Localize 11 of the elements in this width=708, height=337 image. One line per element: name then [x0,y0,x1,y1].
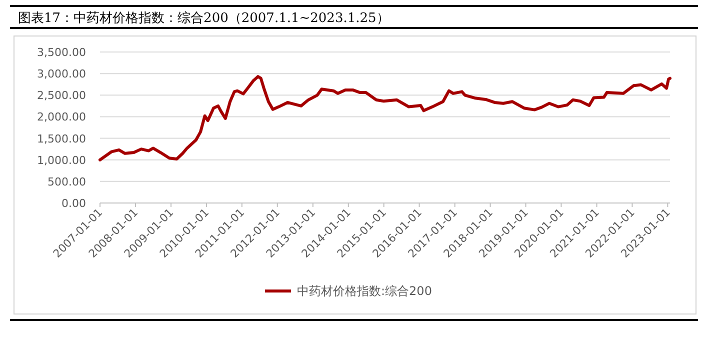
legend-label: 中药材价格指数:综合200 [297,284,432,298]
y-tick-label: 1,000.00 [37,154,86,167]
y-tick-label: 2,000.00 [37,110,86,124]
y-tick-label: 0.00 [62,197,86,210]
chart-title: 图表17：中药材价格指数：综合200（2007.1.1~2023.1.25） [18,11,390,26]
y-tick-label: 500.00 [48,175,86,188]
y-tick-label: 2,500.00 [37,89,86,102]
y-tick-label: 1,500.00 [37,132,86,146]
y-tick-label: 3,500.00 [37,46,86,59]
line-series [98,75,672,162]
y-tick-label: 3,000.00 [37,68,86,81]
